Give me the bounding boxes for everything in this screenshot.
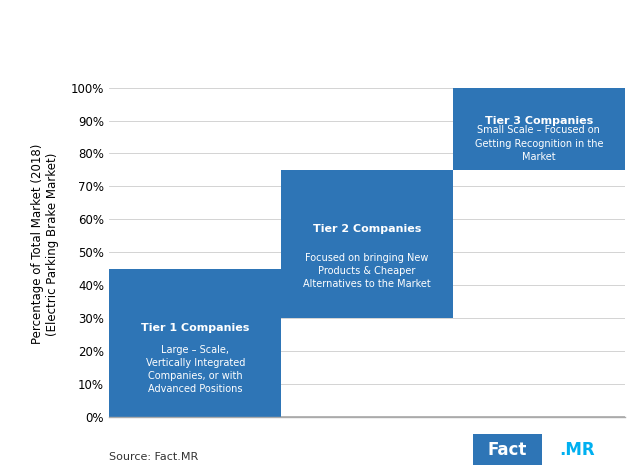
Text: Tier 2 Companies: Tier 2 Companies <box>313 224 421 234</box>
Text: Small Scale – Focused on
Getting Recognition in the
Market: Small Scale – Focused on Getting Recogni… <box>475 126 603 162</box>
Bar <box>281 170 453 318</box>
FancyBboxPatch shape <box>473 434 542 465</box>
Y-axis label: Percentage of Total Market (2018)
(Electric Parking Brake Market): Percentage of Total Market (2018) (Elect… <box>32 144 59 344</box>
Text: Global Electric Parking Brake Market Structure Analysis: Global Electric Parking Brake Market Str… <box>27 19 617 38</box>
Text: Tier 1 Companies: Tier 1 Companies <box>141 323 249 333</box>
Bar <box>453 88 625 170</box>
Text: Large – Scale,
Vertically Integrated
Companies, or with
Advanced Positions: Large – Scale, Vertically Integrated Com… <box>146 345 245 394</box>
Bar <box>109 269 281 417</box>
Text: Focused on bringing New
Products & Cheaper
Alternatives to the Market: Focused on bringing New Products & Cheap… <box>303 253 431 289</box>
Text: .MR: .MR <box>559 441 595 459</box>
Text: Fact: Fact <box>488 441 527 459</box>
Text: Tier 3 Companies: Tier 3 Companies <box>485 116 593 126</box>
Text: Source: Fact.MR: Source: Fact.MR <box>109 452 199 463</box>
